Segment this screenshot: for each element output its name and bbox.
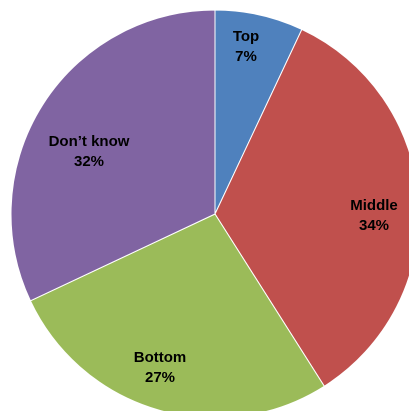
slice-value-label: 27% bbox=[145, 369, 175, 386]
pie-slice-middle bbox=[214, 28, 409, 387]
slice-category-label: Top bbox=[233, 28, 259, 45]
slice-category-label: Middle bbox=[350, 197, 398, 214]
slice-category-label: Bottom bbox=[134, 349, 187, 366]
slice-value-label: 32% bbox=[74, 153, 104, 170]
pie-slice-don-t-know bbox=[10, 9, 216, 302]
pie-slice-bottom bbox=[29, 213, 326, 411]
pie-label-bottom: Bottom 27% bbox=[134, 349, 187, 386]
slice-value-label: 34% bbox=[359, 217, 389, 234]
slice-value-label: 7% bbox=[235, 48, 257, 65]
pie-label-don-t-know: Don’t know 32% bbox=[49, 133, 130, 170]
slice-category-label: Don’t know bbox=[49, 133, 130, 150]
pie-label-middle: Middle 34% bbox=[350, 197, 398, 234]
pie-labels: Top 7% Middle 34% Bottom 27% Don’t know 32% bbox=[49, 28, 398, 386]
pie-slices bbox=[10, 9, 409, 411]
pie-label-top: Top 7% bbox=[233, 28, 259, 65]
